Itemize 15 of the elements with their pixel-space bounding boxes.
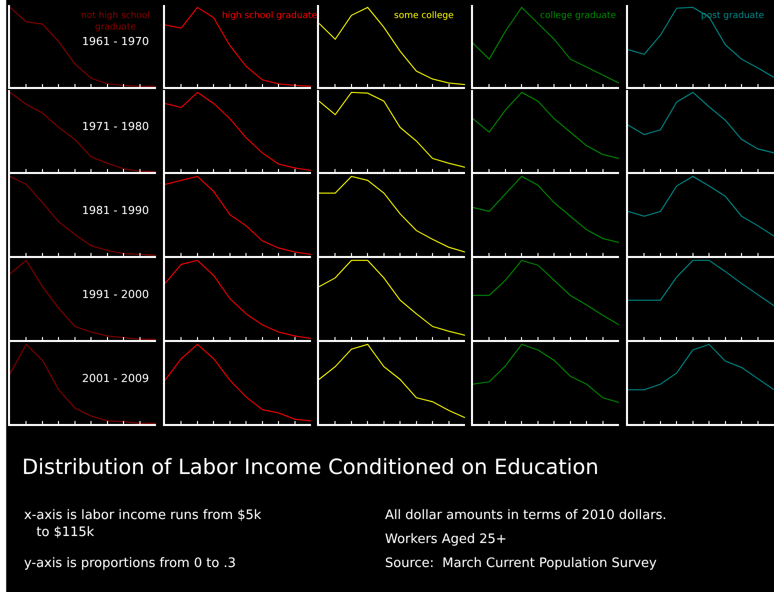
annotation: 1981 - 1990 — [82, 204, 149, 217]
text: All dollar amounts in terms of 2010 dollars. — [385, 508, 666, 523]
series-label: high school graduate — [222, 11, 318, 21]
series-label: some college — [394, 11, 454, 21]
annotation: 1991 - 2000 — [82, 288, 149, 301]
series-label: college graduate — [540, 11, 616, 21]
text: y-axis is proportions from 0 to .3 — [24, 556, 236, 571]
annotation: 2001 - 2009 — [82, 372, 149, 385]
text: not high school graduate — [81, 11, 150, 33]
source-note: Source: March Current Population Survey — [385, 556, 657, 571]
text: x-axis is labor income runs from $5k to $115k — [24, 508, 262, 540]
annotation: 1971 - 1980 — [82, 120, 149, 133]
text: Workers Aged 25+ — [385, 532, 507, 547]
annotation: 1961 - 1970 — [82, 35, 149, 48]
text: Distribution of Labor Income Conditioned on Education — [22, 455, 599, 479]
